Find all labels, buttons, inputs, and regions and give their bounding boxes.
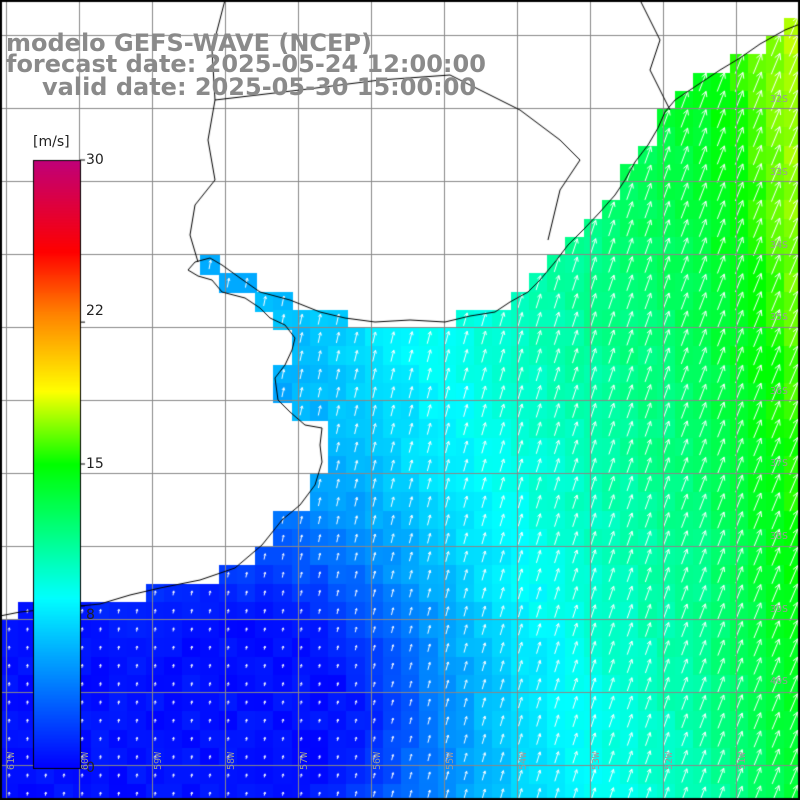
lat-label-40s: 40S: [770, 676, 789, 687]
lat-label-32s: 32S: [770, 94, 789, 105]
colorbar-tick-30: 30: [86, 152, 104, 168]
lon-label-53w: 53W: [591, 751, 602, 770]
colorbar-unit: [m/s]: [33, 134, 70, 150]
lat-label-37s: 37S: [770, 458, 789, 469]
colorbar-tick-0: 0: [86, 760, 95, 776]
lat-label-33s: 33S: [770, 167, 789, 178]
lon-label-51w: 51W: [737, 751, 748, 770]
lon-label-55w: 55W: [445, 751, 456, 770]
valid-date: valid date: 2025-05-30 15:00:00: [42, 73, 477, 101]
colorbar-tick-15: 15: [86, 456, 104, 472]
lat-label-34s: 34S: [770, 240, 789, 251]
forecast-date: forecast date: 2025-05-24 12:00:00: [6, 50, 486, 78]
colorbar-tick-8: 8: [86, 607, 95, 623]
lon-label-61w: 61W: [6, 751, 17, 770]
colorbar-tick-22: 22: [86, 303, 104, 319]
lat-label-39s: 39S: [770, 604, 789, 615]
lat-label-38s: 38S: [770, 531, 789, 542]
lat-label-35s: 35S: [770, 312, 789, 323]
lon-label-60w: 60W: [80, 751, 91, 770]
lon-label-54w: 54W: [518, 751, 529, 770]
lon-label-58w: 58W: [226, 751, 237, 770]
lon-label-52w: 52W: [664, 751, 675, 770]
model-title: modelo GEFS-WAVE (NCEP): [6, 29, 372, 57]
lon-label-56w: 56W: [372, 751, 383, 770]
lon-label-57w: 57W: [299, 751, 310, 770]
lon-label-59w: 59W: [153, 751, 164, 770]
lat-label-36s: 36S: [770, 386, 789, 397]
